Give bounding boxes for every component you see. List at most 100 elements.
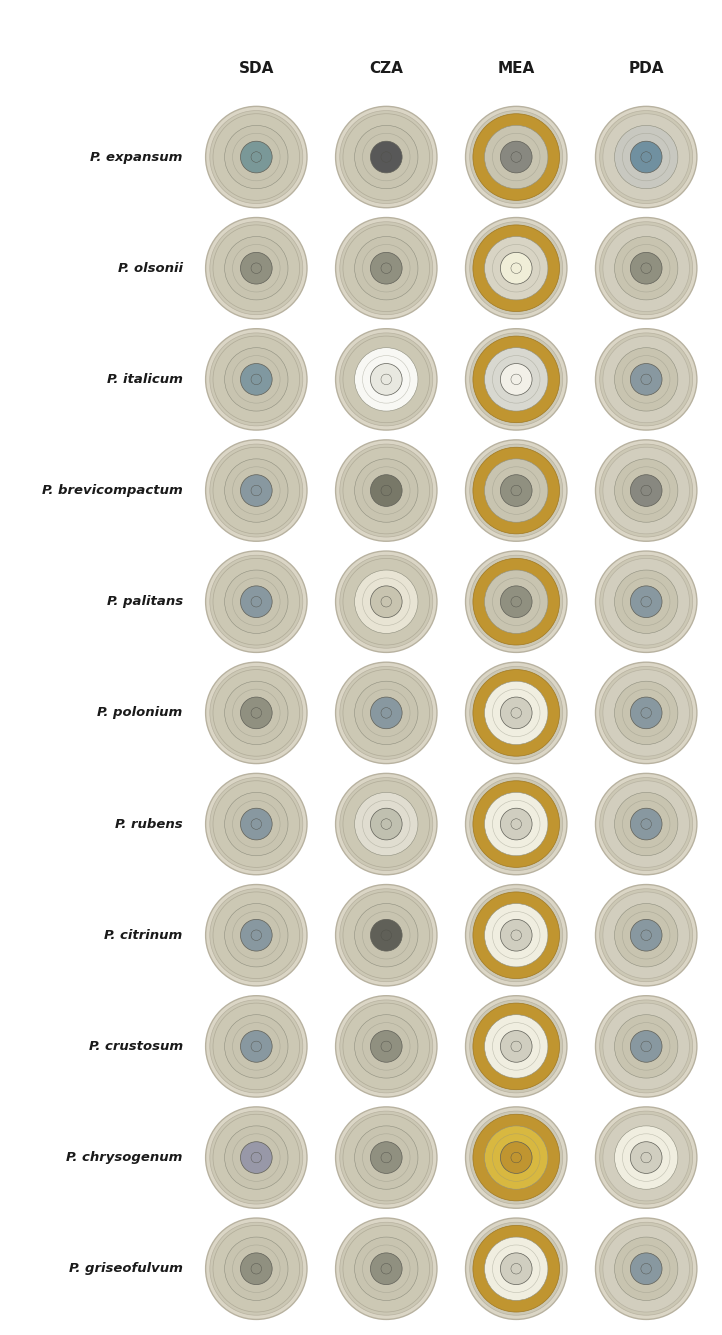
Circle shape (336, 439, 437, 541)
Circle shape (511, 1152, 521, 1163)
Circle shape (381, 597, 391, 607)
Circle shape (500, 586, 532, 618)
Circle shape (630, 920, 662, 951)
Circle shape (225, 125, 288, 188)
Text: P. italicum: P. italicum (107, 372, 183, 386)
Circle shape (603, 224, 690, 311)
Text: P. olsonii: P. olsonii (118, 262, 183, 275)
Circle shape (466, 662, 567, 764)
Circle shape (603, 113, 690, 200)
Circle shape (466, 439, 567, 541)
Circle shape (630, 1141, 662, 1173)
Circle shape (614, 125, 678, 188)
Circle shape (466, 885, 567, 987)
Circle shape (213, 1115, 300, 1202)
Circle shape (641, 485, 651, 495)
Circle shape (206, 662, 307, 764)
Text: P. rubens: P. rubens (115, 817, 183, 830)
Circle shape (343, 892, 430, 979)
Circle shape (210, 1223, 303, 1315)
Circle shape (473, 336, 560, 423)
Circle shape (614, 1238, 678, 1300)
Circle shape (600, 445, 692, 537)
Circle shape (473, 1003, 560, 1089)
Circle shape (473, 892, 560, 979)
Circle shape (213, 1003, 300, 1089)
Circle shape (206, 996, 307, 1097)
Circle shape (500, 363, 532, 395)
Circle shape (614, 236, 678, 300)
Circle shape (336, 551, 437, 653)
Text: P. griseofulvum: P. griseofulvum (69, 1262, 183, 1275)
Circle shape (240, 1252, 272, 1284)
Circle shape (225, 570, 288, 633)
Circle shape (225, 904, 288, 967)
Circle shape (370, 808, 402, 840)
Circle shape (511, 1041, 521, 1052)
Circle shape (355, 1125, 418, 1189)
Circle shape (340, 111, 432, 203)
Circle shape (340, 777, 432, 870)
Circle shape (596, 1218, 697, 1319)
Circle shape (603, 781, 690, 868)
Circle shape (370, 920, 402, 951)
Circle shape (600, 777, 692, 870)
Circle shape (340, 666, 432, 760)
Circle shape (213, 558, 300, 645)
Circle shape (630, 142, 662, 174)
Circle shape (600, 889, 692, 981)
Circle shape (511, 374, 521, 384)
Circle shape (484, 1238, 548, 1300)
Circle shape (466, 773, 567, 874)
Text: CZA: CZA (370, 61, 403, 76)
Circle shape (343, 1115, 430, 1202)
Circle shape (340, 1000, 432, 1093)
Circle shape (641, 263, 651, 274)
Circle shape (210, 1111, 303, 1204)
Circle shape (470, 222, 562, 315)
Circle shape (336, 885, 437, 987)
Circle shape (340, 222, 432, 315)
Circle shape (210, 666, 303, 760)
Circle shape (641, 930, 651, 941)
Circle shape (473, 1115, 560, 1202)
Circle shape (630, 363, 662, 395)
Circle shape (473, 1226, 560, 1312)
Circle shape (206, 439, 307, 541)
Circle shape (630, 1252, 662, 1284)
Circle shape (225, 793, 288, 856)
Circle shape (240, 252, 272, 284)
Circle shape (484, 1015, 548, 1079)
Circle shape (225, 459, 288, 522)
Circle shape (630, 1031, 662, 1063)
Circle shape (240, 697, 272, 729)
Circle shape (630, 475, 662, 506)
Circle shape (473, 447, 560, 534)
Circle shape (355, 347, 418, 411)
Circle shape (500, 697, 532, 729)
Circle shape (370, 586, 402, 618)
Text: P. polonium: P. polonium (97, 706, 183, 720)
Circle shape (466, 996, 567, 1097)
Text: P. palitans: P. palitans (107, 595, 183, 609)
Circle shape (343, 1226, 430, 1312)
Circle shape (210, 332, 303, 426)
Circle shape (511, 708, 521, 718)
Circle shape (511, 1263, 521, 1274)
Circle shape (600, 332, 692, 426)
Circle shape (340, 1111, 432, 1204)
Circle shape (210, 111, 303, 203)
Circle shape (381, 374, 391, 384)
Circle shape (336, 1107, 437, 1208)
Circle shape (336, 662, 437, 764)
Circle shape (511, 152, 521, 163)
Circle shape (614, 904, 678, 967)
Text: P. crustosum: P. crustosum (89, 1040, 183, 1053)
Circle shape (596, 996, 697, 1097)
Circle shape (355, 1015, 418, 1079)
Circle shape (381, 152, 391, 163)
Circle shape (641, 818, 651, 829)
Circle shape (251, 374, 261, 384)
Circle shape (210, 445, 303, 537)
Circle shape (206, 218, 307, 319)
